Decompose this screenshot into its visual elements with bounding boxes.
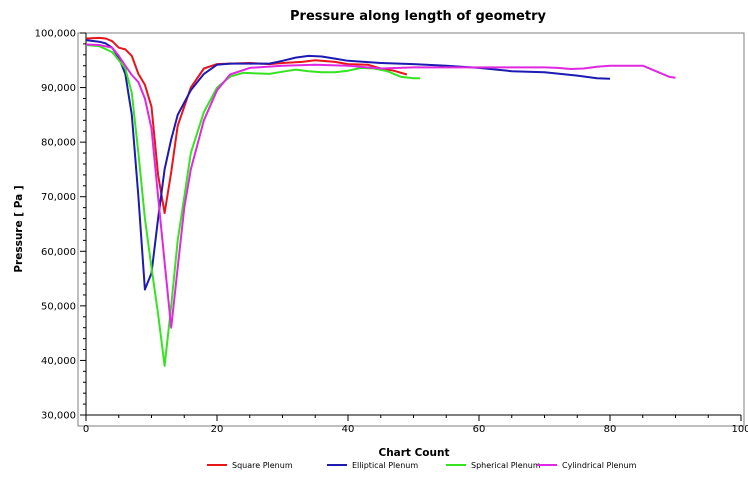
x-tick-label: 40 — [342, 424, 355, 435]
x-axis-label: Chart Count — [378, 447, 449, 459]
series-group — [85, 36, 676, 367]
legend-label: Elliptical Plenum — [352, 461, 418, 470]
chart-title: Pressure along length of geometry — [290, 9, 546, 24]
y-tick-label: 100,000 — [35, 29, 76, 40]
legend: Square Plenum Elliptical Plenum Spherical … — [207, 461, 637, 470]
y-tick-label: 30,000 — [41, 411, 76, 422]
x-axis: 0 20 40 60 80 100 — [80, 414, 748, 435]
series-line-cylindrical-plenum — [85, 43, 676, 329]
y-axis: 30,000 40,000 50,000 60,000 70,000 80,000 90,0… — [35, 29, 87, 422]
series-line-square-plenum — [85, 36, 408, 215]
plot-area-frame — [77, 32, 745, 427]
y-tick-label: 60,000 — [41, 247, 76, 258]
legend-label: Spherical Plenum — [471, 461, 541, 470]
x-tick-label: 0 — [83, 424, 89, 435]
y-tick-label: 90,000 — [41, 83, 76, 94]
legend-label: Cylindrical Plenum — [562, 461, 637, 470]
y-tick-label: 70,000 — [41, 192, 76, 203]
y-axis-label: Pressure [ Pa ] — [13, 185, 25, 272]
y-tick-label: 50,000 — [41, 301, 76, 312]
x-tick-label: 80 — [604, 424, 617, 435]
x-tick-label: 20 — [211, 424, 224, 435]
series-line-spherical-plenum — [85, 44, 421, 367]
legend-label: Square Plenum — [232, 461, 293, 470]
x-tick-label: 100 — [731, 424, 748, 435]
x-tick-label: 60 — [473, 424, 486, 435]
y-tick-label: 40,000 — [41, 356, 76, 367]
y-tick-label: 80,000 — [41, 138, 76, 149]
